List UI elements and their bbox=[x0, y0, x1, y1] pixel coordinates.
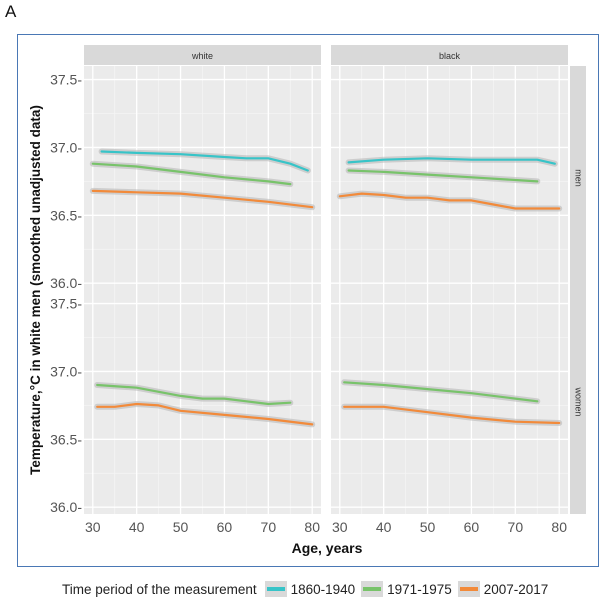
panel-black-men bbox=[331, 66, 568, 290]
legend-item-2007-2017: 2007-2017 bbox=[457, 581, 549, 597]
y-axis-label: Temperature,°C in white men (smoothed un… bbox=[28, 105, 43, 475]
legend-item-1860-1940: 1860-1940 bbox=[264, 581, 356, 597]
x-tick-label: 70 bbox=[508, 519, 524, 535]
facet-strips: white black men women bbox=[84, 45, 586, 514]
x-tick-label: 50 bbox=[420, 519, 436, 535]
x-tick-label: 40 bbox=[376, 519, 392, 535]
panel-letter: A bbox=[5, 2, 17, 21]
y-tick-label: 36.5- bbox=[50, 207, 82, 223]
strip-label-men: men bbox=[574, 169, 584, 187]
y-tick-label: 37.5- bbox=[50, 72, 82, 88]
strip-label-women: women bbox=[574, 386, 584, 416]
y-tick-label: 36.0- bbox=[50, 275, 82, 291]
series-line-2007-2017 bbox=[343, 405, 561, 425]
series-line-1971-1975 bbox=[91, 162, 292, 186]
legend-key-2007-2017 bbox=[457, 581, 480, 597]
legend-key-1971-1975 bbox=[361, 581, 384, 597]
chart-panels bbox=[84, 66, 568, 514]
legend-key-1860-1940 bbox=[264, 581, 287, 597]
series-line-1971-1975 bbox=[347, 169, 539, 183]
y-tick-label: 37.0- bbox=[50, 139, 82, 155]
legend-label: 1860-1940 bbox=[290, 581, 356, 597]
legend: Time period of the measurement 1860-1940… bbox=[62, 578, 554, 600]
figure-frame bbox=[17, 34, 599, 567]
x-tick-label: 60 bbox=[217, 519, 233, 535]
x-tick-label: 40 bbox=[129, 519, 145, 535]
x-tick-label: 50 bbox=[173, 519, 189, 535]
series-line-1860-1940 bbox=[100, 150, 309, 172]
y-tick-label: 37.5- bbox=[50, 296, 82, 312]
panel-white-women bbox=[84, 290, 321, 514]
strip-men bbox=[570, 66, 586, 290]
series-line-2007-2017 bbox=[91, 189, 314, 209]
chart-axes: 36.0- 36.5- 37.0- 37.5- 36.0- 36.5- 37.0- 37.5-… bbox=[50, 72, 567, 535]
x-tick-label: 80 bbox=[551, 519, 567, 535]
series-line-1971-1975 bbox=[343, 381, 539, 403]
series-line-2007-2017 bbox=[96, 402, 314, 426]
legend-label: 1971-1975 bbox=[387, 581, 452, 597]
strip-label-white: white bbox=[191, 51, 213, 61]
strip-white bbox=[84, 45, 321, 65]
series-line-1971-1975 bbox=[96, 383, 292, 406]
legend-items: 1860-1940 1971-1975 2007-2017 bbox=[264, 581, 555, 597]
series-line-1860-1940 bbox=[347, 157, 556, 165]
y-tick-label: 36.5- bbox=[50, 431, 82, 447]
legend-label: 2007-2017 bbox=[483, 581, 549, 597]
x-axis-label: Age, years bbox=[292, 540, 363, 556]
x-tick-label: 70 bbox=[261, 519, 277, 535]
y-tick-label: 37.0- bbox=[50, 363, 82, 379]
strip-women bbox=[570, 290, 586, 514]
panel-black-women bbox=[331, 290, 568, 514]
legend-item-1971-1975: 1971-1975 bbox=[361, 581, 452, 597]
series-line-2007-2017 bbox=[338, 192, 561, 210]
x-tick-label: 30 bbox=[85, 519, 101, 535]
x-tick-label: 30 bbox=[332, 519, 348, 535]
y-tick-label: 36.0- bbox=[50, 499, 82, 515]
strip-black bbox=[331, 45, 568, 65]
panel-white-men bbox=[84, 66, 321, 290]
strip-label-black: black bbox=[439, 51, 461, 61]
x-tick-label: 60 bbox=[464, 519, 480, 535]
x-tick-label: 80 bbox=[304, 519, 320, 535]
legend-title: Time period of the measurement bbox=[62, 581, 257, 597]
